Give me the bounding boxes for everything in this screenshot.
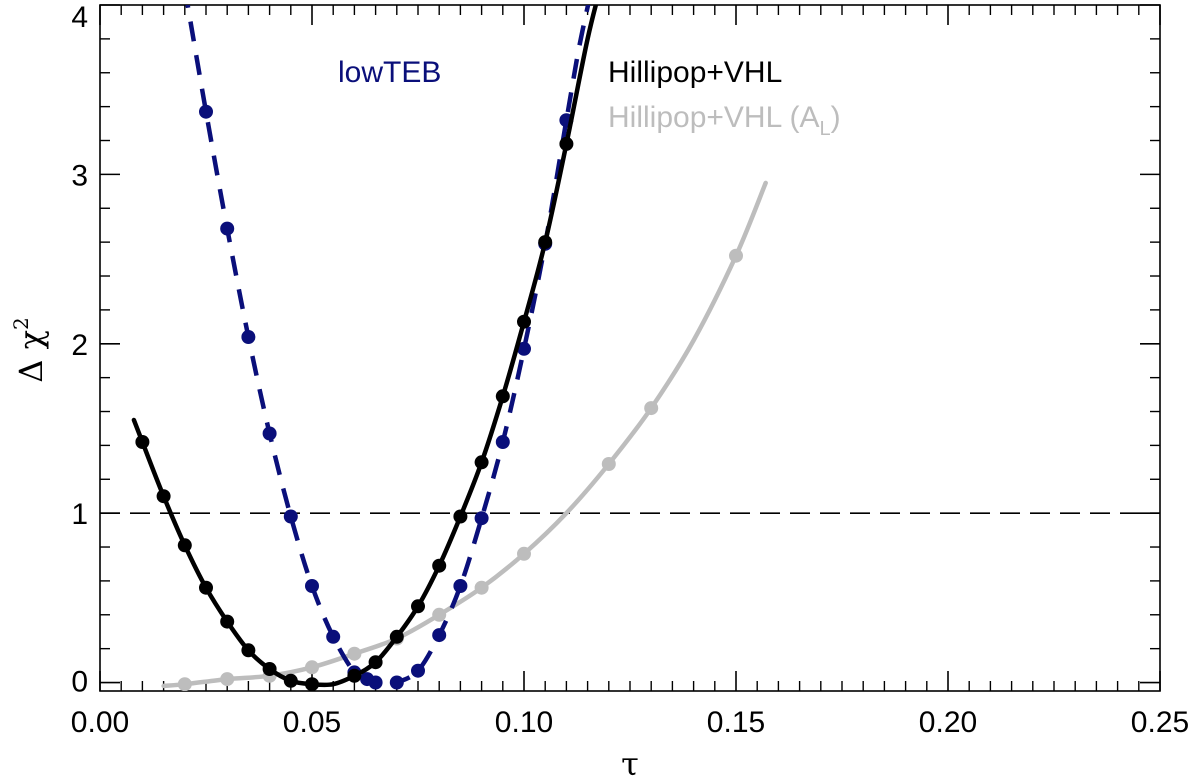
point-hillipop-vhl: [368, 655, 383, 670]
point-lowteb: [389, 675, 404, 690]
x-tick-label: 0.00: [71, 706, 129, 739]
point-hillipop-vhl: [347, 668, 362, 683]
legend-al-close: ): [831, 101, 841, 134]
point-hillipop-vhl-al: [474, 580, 489, 595]
point-hillipop-vhl: [559, 136, 574, 151]
point-lowteb: [262, 426, 277, 441]
point-hillipop-vhl: [199, 580, 213, 595]
point-hillipop-vhl: [241, 643, 256, 658]
point-lowteb: [241, 330, 256, 344]
point-hillipop-vhl: [517, 314, 531, 329]
point-hillipop-vhl-al: [644, 401, 659, 416]
y-axis-title: Δ χ2: [9, 317, 50, 382]
point-hillipop-vhl: [411, 599, 425, 614]
y-tick-label: 0: [71, 666, 88, 699]
y-axis-title-main: Δ χ: [12, 330, 50, 383]
legend-hillipop-vhl: Hillipop+VHL: [608, 56, 782, 89]
point-lowteb: [411, 663, 425, 678]
point-lowteb: [368, 675, 383, 690]
point-hillipop-vhl: [220, 614, 235, 629]
point-lowteb: [220, 221, 235, 236]
series-hillipop-vhl-al: [161, 180, 768, 691]
x-tick-label: 0.15: [707, 706, 765, 739]
point-hillipop-vhl: [538, 235, 553, 250]
point-lowteb: [199, 104, 213, 119]
point-lowteb: [305, 579, 319, 593]
point-lowteb: [453, 579, 468, 593]
point-hillipop-vhl-al: [305, 660, 319, 675]
x-tick-label: 0.10: [495, 706, 553, 739]
x-axis-title: τ: [621, 745, 639, 781]
point-lowteb: [495, 435, 510, 449]
point-lowteb: [326, 629, 341, 644]
point-hillipop-vhl: [135, 435, 150, 449]
y-tick-label: 3: [71, 159, 88, 192]
point-hillipop-vhl: [156, 489, 171, 504]
point-lowteb: [474, 511, 489, 526]
point-hillipop-vhl-al: [432, 607, 447, 622]
point-hillipop-vhl: [305, 677, 319, 691]
point-hillipop-vhl: [495, 389, 510, 404]
point-hillipop-vhl-al: [177, 677, 192, 691]
point-hillipop-vhl: [432, 558, 447, 573]
y-tick-label: 2: [71, 329, 88, 362]
series-hillipop-vhl: [131, 5, 599, 691]
point-lowteb: [432, 628, 447, 643]
point-hillipop-vhl-al: [729, 248, 743, 263]
series-lowteb: [185, 5, 591, 690]
series-layer: [131, 5, 768, 691]
point-hillipop-vhl: [177, 538, 192, 553]
x-tick-label: 0.25: [1131, 706, 1189, 739]
point-hillipop-vhl-al: [517, 546, 531, 561]
point-hillipop-vhl-al: [347, 646, 362, 661]
axis-ticks: [99, 4, 1161, 691]
legend-hillipop-vhl-al: Hillipop+VHL (AL): [608, 101, 841, 140]
legend-al-main: Hillipop+VHL (A: [608, 101, 819, 134]
point-lowteb: [283, 509, 298, 524]
point-hillipop-vhl: [389, 629, 404, 644]
point-hillipop-vhl-al: [220, 672, 235, 687]
point-hillipop-vhl-al: [601, 457, 616, 471]
y-tick-label: 1: [71, 498, 88, 531]
x-tick-label: 0.05: [283, 706, 341, 739]
y-axis-title-sup: 2: [9, 317, 33, 330]
point-hillipop-vhl: [262, 662, 277, 676]
x-tick-label: 0.20: [919, 706, 977, 739]
point-hillipop-vhl: [283, 673, 298, 688]
axis-tick-labels: 0.00 0.05 0.10 0.15 0.20 0.25 0 1 2 3 4: [71, 1, 1189, 739]
point-hillipop-vhl: [474, 455, 489, 470]
legend-al-sub: L: [819, 118, 830, 140]
legend-lowteb: lowTEB: [338, 56, 441, 89]
y-tick-label: 4: [71, 1, 88, 34]
curve-hillipop-vhl-al: [161, 180, 768, 689]
point-lowteb: [517, 341, 531, 356]
point-hillipop-vhl: [453, 509, 468, 524]
